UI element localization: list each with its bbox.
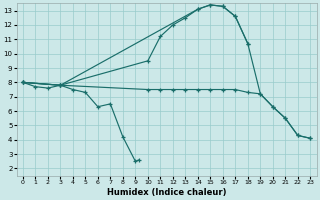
- X-axis label: Humidex (Indice chaleur): Humidex (Indice chaleur): [107, 188, 226, 197]
